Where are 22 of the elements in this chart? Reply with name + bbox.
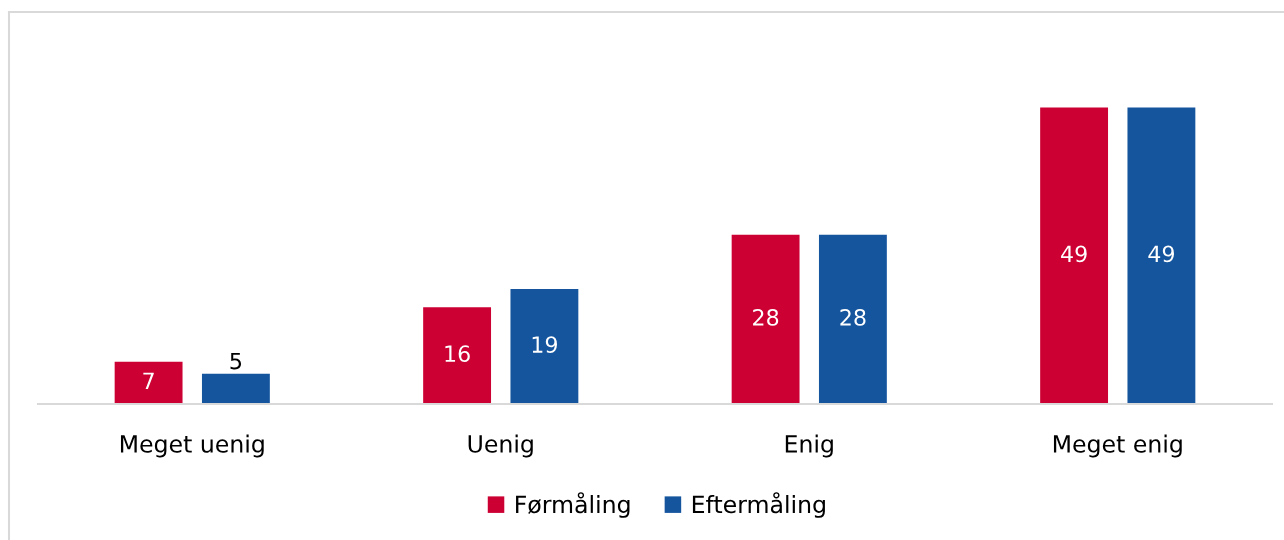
bar [423, 307, 492, 404]
data-label: 7 [143, 372, 154, 389]
data-label: 16 [445, 345, 470, 363]
data-label: 49 [1148, 245, 1174, 263]
legend-label: Eftermåling [692, 492, 825, 518]
legend-label: Førmåling [516, 492, 630, 518]
data-label: 5 [230, 352, 242, 370]
x-tick-label: Uenig [468, 434, 533, 458]
bar [1127, 107, 1196, 404]
bar [201, 373, 270, 404]
x-tick-label: Enig [785, 434, 833, 458]
data-label: 28 [753, 308, 779, 326]
x-tick-label: Meget uenig [120, 434, 264, 458]
data-label: 19 [532, 336, 557, 353]
x-tick-label: Meget enig [1053, 434, 1182, 458]
bar [114, 361, 183, 404]
bar [818, 234, 887, 404]
data-label: 49 [1061, 245, 1087, 263]
bar [1040, 107, 1109, 404]
data-label: 28 [840, 308, 866, 326]
bar [510, 289, 579, 404]
bar [731, 234, 800, 404]
